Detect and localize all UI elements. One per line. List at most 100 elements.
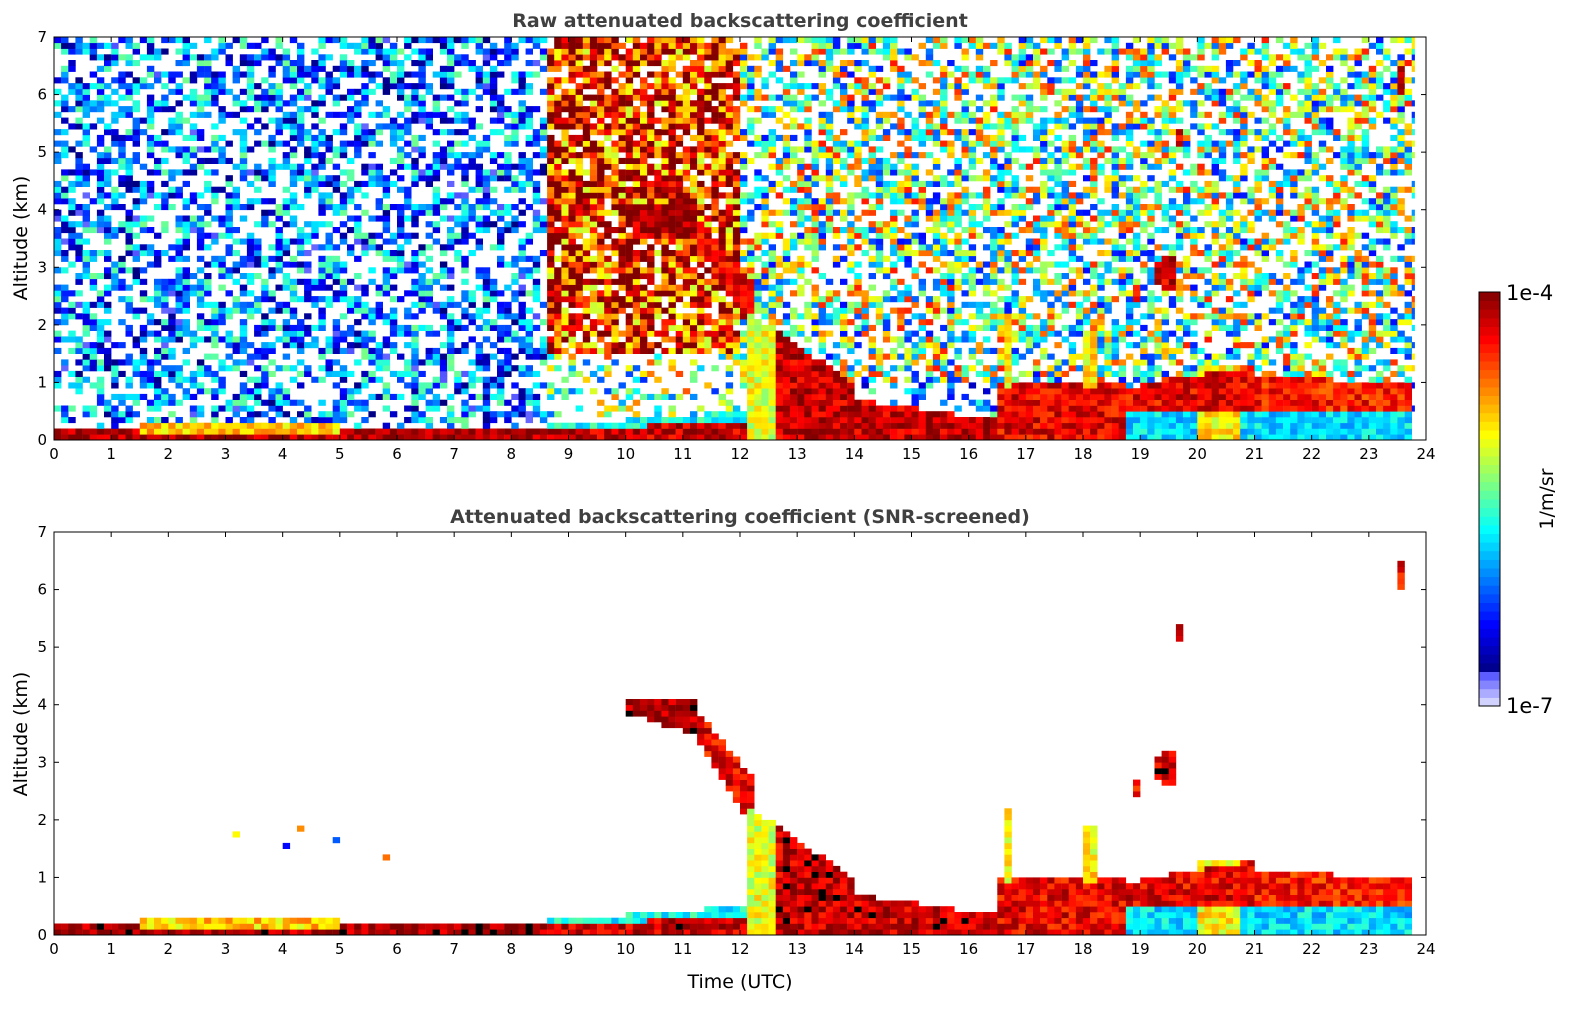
heatmap-cell	[304, 267, 312, 274]
heatmap-cell	[532, 37, 541, 44]
heatmap-cell	[218, 106, 226, 113]
heatmap-cell	[389, 250, 398, 257]
heatmap-cell	[161, 221, 169, 228]
heatmap-cell	[790, 399, 798, 406]
heatmap-cell	[697, 77, 705, 84]
heatmap-cell	[575, 94, 583, 101]
heatmap-cell	[232, 365, 240, 372]
heatmap-cell	[782, 100, 791, 107]
heatmap-cell	[654, 313, 662, 320]
heatmap-cell	[575, 255, 583, 262]
heatmap-cell	[740, 60, 748, 67]
heatmap-cell	[697, 146, 705, 153]
heatmap-cell	[697, 48, 705, 55]
heatmap-cell	[225, 267, 233, 274]
heatmap-cell	[732, 422, 741, 429]
heatmap-cell	[625, 273, 634, 280]
heatmap-cell	[61, 238, 69, 245]
heatmap-cell	[518, 301, 526, 308]
heatmap-cell	[604, 42, 612, 49]
heatmap-cell	[597, 204, 605, 211]
heatmap-cell	[261, 215, 269, 222]
heatmap-cell	[640, 134, 648, 141]
heatmap-cell	[304, 422, 312, 429]
heatmap-cell	[482, 307, 491, 314]
heatmap-cell	[368, 232, 376, 239]
heatmap-cell	[418, 204, 426, 211]
heatmap-cell	[640, 100, 648, 107]
heatmap-cell	[740, 330, 748, 337]
heatmap-cell	[711, 227, 719, 234]
heatmap-cell	[539, 134, 548, 141]
heatmap-cell	[575, 123, 583, 130]
heatmap-cell	[254, 94, 262, 101]
heatmap-cell	[368, 175, 376, 182]
heatmap-cell	[239, 100, 248, 107]
heatmap-cell	[725, 301, 734, 308]
heatmap-cell	[547, 428, 555, 435]
heatmap-cell	[640, 393, 648, 400]
heatmap-cell	[482, 227, 491, 234]
heatmap-cell	[797, 146, 805, 153]
heatmap-cell	[454, 37, 462, 44]
heatmap-cell	[339, 111, 348, 118]
heatmap-cell	[518, 388, 526, 395]
heatmap-cell	[725, 71, 734, 78]
heatmap-cell	[489, 209, 498, 216]
heatmap-cell	[640, 129, 648, 136]
heatmap-cell	[61, 411, 69, 418]
heatmap-cell	[840, 175, 848, 182]
heatmap-cell	[797, 60, 805, 67]
heatmap-cell	[411, 71, 419, 78]
heatmap-cell	[668, 267, 676, 274]
heatmap-cell	[747, 278, 755, 285]
heatmap-cell	[825, 227, 834, 234]
heatmap-cell	[118, 411, 126, 418]
heatmap-cell	[568, 111, 576, 118]
heatmap-cell	[232, 250, 240, 257]
heatmap-cell	[375, 301, 383, 308]
heatmap-cell	[668, 146, 676, 153]
heatmap-cell	[718, 417, 726, 424]
heatmap-cell	[804, 192, 812, 199]
heatmap-cell	[404, 54, 412, 61]
heatmap-cell	[561, 209, 569, 216]
heatmap-cell	[254, 129, 262, 136]
heatmap-cell	[761, 186, 769, 193]
heatmap-cell	[604, 94, 612, 101]
heatmap-cell	[75, 157, 83, 164]
heatmap-cell	[511, 405, 519, 412]
heatmap-cell	[654, 198, 662, 205]
heatmap-cell	[211, 88, 219, 95]
heatmap-cell	[418, 77, 426, 84]
heatmap-cell	[840, 393, 848, 400]
heatmap-cell	[468, 313, 476, 320]
heatmap-cell	[482, 221, 491, 228]
heatmap-cell	[825, 330, 834, 337]
heatmap-cell	[632, 388, 641, 395]
heatmap-cell	[747, 261, 755, 268]
heatmap-cell	[518, 209, 526, 216]
heatmap-cell	[261, 370, 269, 377]
heatmap-cell	[561, 180, 569, 187]
heatmap-cell	[647, 422, 655, 429]
heatmap-cell	[54, 77, 62, 84]
heatmap-cell	[368, 359, 376, 366]
heatmap-cell	[618, 204, 626, 211]
heatmap-cell	[239, 157, 248, 164]
heatmap-cell	[497, 238, 505, 245]
heatmap-cell	[761, 330, 769, 337]
heatmap-cell	[668, 273, 676, 280]
heatmap-cell	[761, 209, 769, 216]
heatmap-cell	[790, 123, 798, 130]
heatmap-cell	[704, 106, 712, 113]
heatmap-cell	[447, 215, 455, 222]
heatmap-cell	[161, 146, 169, 153]
heatmap-cell	[432, 301, 441, 308]
heatmap-cell	[811, 417, 819, 424]
heatmap-cell	[61, 94, 69, 101]
heatmap-cell	[661, 83, 669, 90]
heatmap-cell	[375, 140, 383, 147]
heatmap-cell	[525, 342, 533, 349]
heatmap-cell	[75, 117, 83, 124]
